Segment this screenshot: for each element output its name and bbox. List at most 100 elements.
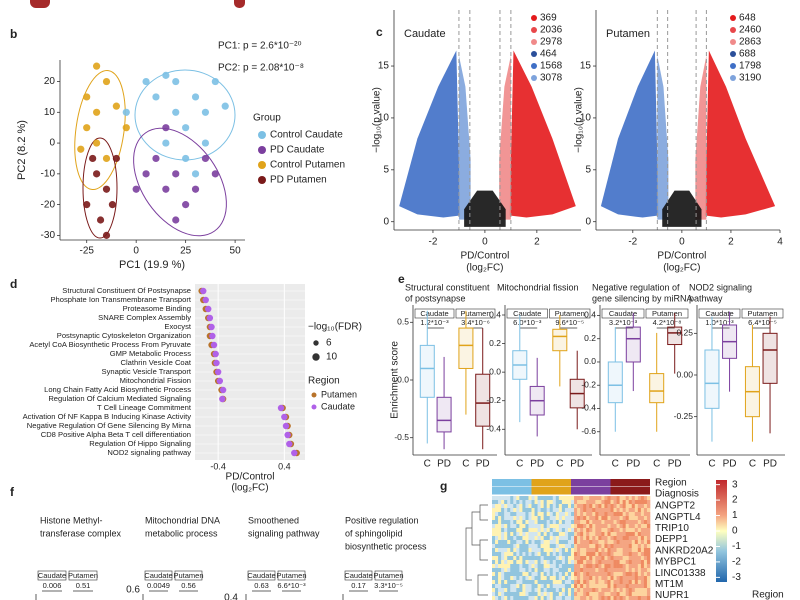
heat-cell — [631, 504, 636, 509]
heat-cell — [525, 548, 529, 553]
heat-cell — [607, 564, 611, 569]
heat-cell — [628, 516, 633, 521]
heat-cell — [640, 536, 645, 541]
heat-cell — [567, 504, 572, 509]
y-tick-label: -0.5 — [394, 432, 409, 442]
legend-title: Region — [308, 376, 340, 387]
heat-cell — [567, 568, 572, 573]
x-tick-label: 0 — [482, 237, 488, 248]
panel-title: biosynthetic process — [345, 541, 427, 551]
heat-cell — [577, 516, 581, 521]
legend-label: PD Putamen — [270, 175, 327, 186]
heat-cell — [589, 560, 593, 565]
heat-cell — [498, 524, 502, 529]
heat-cell — [519, 496, 523, 501]
heat-cell — [513, 540, 517, 545]
heat-cell — [646, 504, 651, 509]
heat-cell — [610, 524, 614, 529]
heat-cell — [552, 528, 557, 533]
heat-cell — [628, 556, 633, 561]
heat-cell — [643, 552, 648, 557]
gene-label: LINC01338 — [655, 568, 706, 579]
heat-cell — [616, 540, 620, 545]
heat-cell — [513, 584, 517, 589]
box — [625, 326, 641, 363]
heat-cell — [571, 528, 575, 533]
heat-cell — [610, 548, 614, 553]
heat-cell — [537, 596, 541, 600]
heat-cell — [510, 556, 514, 561]
heat-cell — [516, 496, 520, 501]
heat-cell — [583, 596, 587, 600]
heat-cell — [513, 524, 517, 529]
heat-cell — [601, 596, 605, 600]
heat-cell — [628, 576, 633, 581]
heat-cell — [561, 532, 566, 537]
heat-cell — [513, 536, 517, 541]
heat-cell — [607, 516, 611, 521]
heat-cell — [510, 572, 514, 577]
heat-cell — [525, 512, 529, 517]
heat-cell — [646, 524, 651, 529]
heat-cell — [574, 516, 578, 521]
heat-cell — [643, 564, 648, 569]
heat-cell — [574, 536, 578, 541]
strip — [344, 570, 373, 581]
heat-cell — [577, 588, 581, 593]
heat-cell — [564, 536, 569, 541]
heat-cell — [613, 592, 617, 597]
heat-cell — [622, 556, 626, 561]
heat-cell — [546, 588, 551, 593]
heat-cell — [495, 568, 499, 573]
heat-cell — [519, 500, 523, 505]
heat-cell — [516, 576, 520, 581]
heat-cell — [592, 572, 596, 577]
heat-cell — [501, 520, 505, 525]
dot — [277, 404, 285, 412]
heat-cell — [616, 560, 620, 565]
heat-cell — [613, 588, 617, 593]
heat-cell — [516, 528, 520, 533]
heat-cell — [552, 512, 557, 517]
term-label: GMP Metabolic Process — [110, 349, 192, 358]
y-tick-label: 10 — [44, 107, 56, 118]
point — [172, 108, 180, 116]
heat-cell — [507, 540, 511, 545]
dot — [202, 296, 209, 304]
confidence-ellipse — [82, 137, 118, 239]
heat-cell — [540, 524, 544, 529]
heat-cell — [592, 548, 596, 553]
point — [172, 216, 180, 224]
heat-cell — [598, 528, 602, 533]
heat-cell — [583, 512, 587, 517]
heat-cell — [492, 552, 496, 557]
heat-cell — [510, 548, 514, 553]
heat-cell — [616, 588, 620, 593]
heat-cell — [498, 500, 502, 505]
volcano-cloud — [695, 55, 707, 220]
volcano-cloud — [499, 55, 511, 220]
heat-cell — [604, 580, 608, 585]
heat-cell — [646, 592, 651, 597]
heat-cell — [589, 596, 593, 600]
heat-cell — [519, 564, 523, 569]
heat-cell — [601, 520, 605, 525]
heat-cell — [531, 572, 535, 577]
dot — [212, 350, 219, 358]
heat-cell — [561, 540, 566, 545]
heat-cell — [510, 568, 514, 573]
heat-cell — [531, 504, 535, 509]
x-tick-label: PD — [530, 459, 544, 470]
heat-cell — [516, 504, 520, 509]
heat-cell — [580, 592, 584, 597]
heat-cell — [628, 572, 633, 577]
heat-cell — [643, 544, 648, 549]
point — [162, 185, 170, 193]
heat-cell — [549, 540, 554, 545]
heat-cell — [534, 544, 538, 549]
heat-cell — [580, 560, 584, 565]
strip-label: Putamen — [68, 571, 98, 580]
heat-cell — [546, 592, 551, 597]
heat-cell — [595, 512, 599, 517]
heat-cell — [564, 512, 569, 517]
